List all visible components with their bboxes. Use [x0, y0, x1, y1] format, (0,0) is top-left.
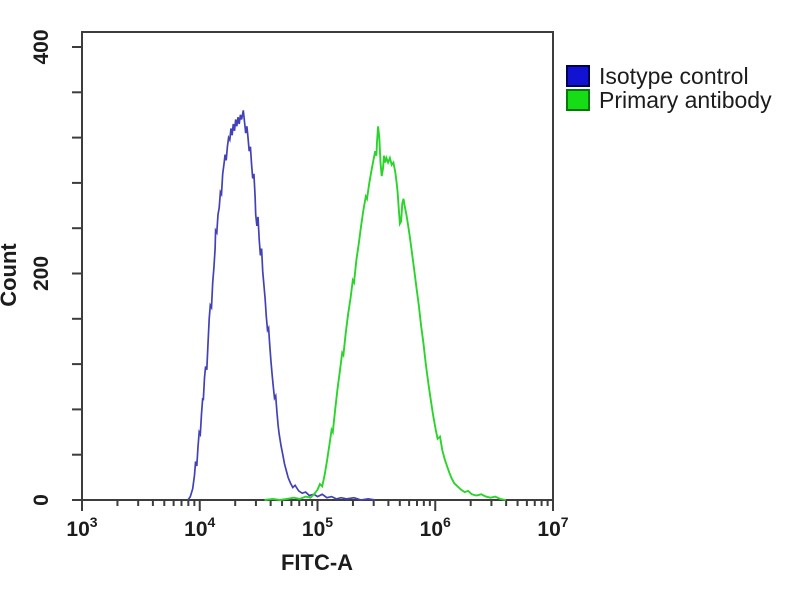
legend: Isotype control Primary antibody — [566, 63, 772, 113]
legend-item-primary-antibody: Primary antibody — [566, 87, 772, 113]
x-tick-label: 104 — [184, 514, 215, 541]
y-axis-title: Count — [0, 243, 21, 307]
curve-primary-antibody — [264, 126, 507, 501]
y-tick-label: 0 — [30, 494, 53, 506]
x-tick-label: 105 — [302, 514, 333, 541]
curve-isotype-control — [187, 110, 376, 501]
x-tick-label: 107 — [537, 514, 568, 541]
x-tick-label: 103 — [66, 514, 97, 541]
plot-frame — [81, 31, 554, 501]
legend-label-primary-antibody: Primary antibody — [599, 87, 772, 113]
isotype-control-swatch-icon — [566, 65, 590, 87]
y-tick-label: 200 — [30, 256, 53, 291]
legend-label-isotype-control: Isotype control — [599, 63, 749, 89]
y-tick-label: 400 — [30, 29, 53, 64]
primary-antibody-swatch-icon — [566, 89, 590, 111]
legend-item-isotype-control: Isotype control — [566, 63, 772, 89]
x-tick-label: 106 — [420, 514, 451, 541]
x-axis-title: FITC-A — [281, 550, 353, 575]
